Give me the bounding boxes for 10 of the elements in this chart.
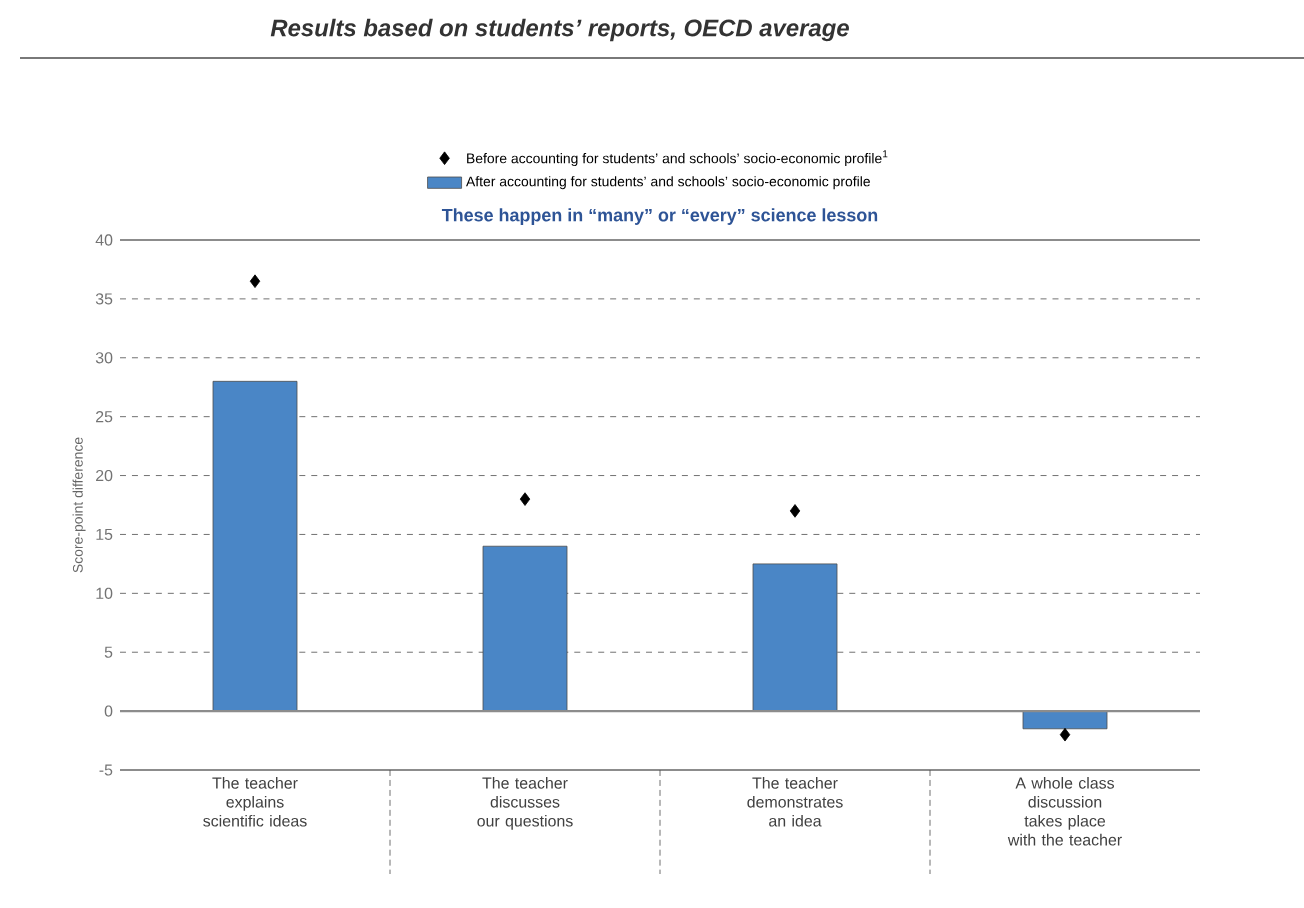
chart-title: Results based on students’ reports, OECD average <box>270 18 849 42</box>
chart-subtitle: These happen in “many” or “every” science lesson <box>441 208 878 225</box>
point <box>789 504 801 518</box>
point <box>1059 727 1071 742</box>
bar <box>752 563 838 712</box>
point <box>519 492 531 506</box>
bar <box>212 380 298 712</box>
point <box>249 274 261 288</box>
bar <box>482 545 568 712</box>
bar <box>1022 710 1108 730</box>
